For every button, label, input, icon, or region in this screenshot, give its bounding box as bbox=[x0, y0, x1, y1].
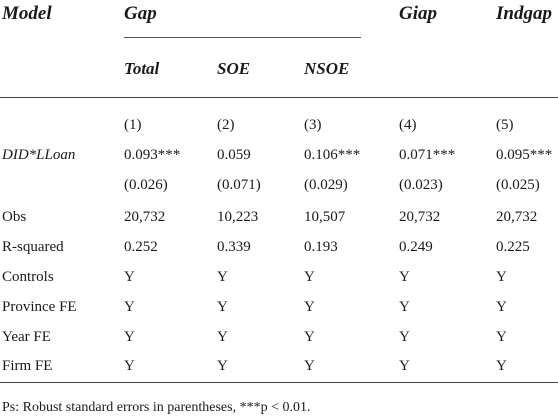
table-cell: Y bbox=[124, 329, 135, 345]
header-bottom-rule bbox=[0, 97, 558, 98]
table-cell: Y bbox=[304, 358, 315, 374]
table-cell: (0.025) bbox=[496, 177, 540, 193]
table-cell: Y bbox=[304, 299, 315, 315]
table-cell: (0.023) bbox=[399, 177, 443, 193]
table-cell: 0.249 bbox=[399, 239, 433, 255]
table-cell: 10,223 bbox=[217, 209, 259, 225]
row-label: DID*LLoan bbox=[2, 147, 76, 163]
row-label: Obs bbox=[2, 209, 27, 225]
header-giap: Giap bbox=[399, 3, 437, 24]
gap-span-rule bbox=[124, 37, 361, 38]
column-number: (3) bbox=[304, 117, 322, 133]
table-cell: 0.059 bbox=[217, 147, 251, 163]
table-cell: Y bbox=[124, 299, 135, 315]
subheader-total: Total bbox=[124, 59, 160, 78]
table-cell: Y bbox=[496, 269, 507, 285]
table-cell: 0.225 bbox=[496, 239, 530, 255]
column-number: (2) bbox=[217, 117, 235, 133]
column-number: (1) bbox=[124, 117, 142, 133]
table-cell: Y bbox=[496, 299, 507, 315]
table-cell: Y bbox=[399, 329, 410, 345]
row-label: Province FE bbox=[2, 299, 77, 315]
table-cell: Y bbox=[399, 358, 410, 374]
table-cell: (0.026) bbox=[124, 177, 168, 193]
header-gap: Gap bbox=[124, 3, 157, 24]
table-cell: 0.339 bbox=[217, 239, 251, 255]
table-cell: Y bbox=[124, 269, 135, 285]
table-cell: 0.106*** bbox=[304, 147, 361, 163]
table-cell: Y bbox=[304, 269, 315, 285]
table-cell: Y bbox=[124, 358, 135, 374]
table-cell: Y bbox=[217, 329, 228, 345]
table-cell: Y bbox=[496, 358, 507, 374]
row-label: Year FE bbox=[2, 329, 51, 345]
row-label: Controls bbox=[2, 269, 54, 285]
table-cell: (0.029) bbox=[304, 177, 348, 193]
table-cell: 20,732 bbox=[496, 209, 538, 225]
header-model: Model bbox=[2, 3, 52, 24]
table-cell: Y bbox=[217, 269, 228, 285]
table-cell: 20,732 bbox=[399, 209, 441, 225]
subheader-soe: SOE bbox=[217, 59, 251, 78]
row-label: Firm FE bbox=[2, 358, 53, 374]
table-cell: Y bbox=[399, 299, 410, 315]
table-cell: 10,507 bbox=[304, 209, 346, 225]
table-cell: Y bbox=[217, 358, 228, 374]
table-cell: Y bbox=[304, 329, 315, 345]
table-cell: 0.252 bbox=[124, 239, 158, 255]
table-footnote: Ps: Robust standard errors in parenthese… bbox=[2, 400, 311, 415]
row-label: R-squared bbox=[2, 239, 64, 255]
table-cell: 0.071*** bbox=[399, 147, 456, 163]
table-bottom-rule bbox=[0, 382, 558, 383]
table-cell: 0.095*** bbox=[496, 147, 553, 163]
table-cell: 20,732 bbox=[124, 209, 166, 225]
table-cell: Y bbox=[399, 269, 410, 285]
table-cell: (0.071) bbox=[217, 177, 261, 193]
table-cell: Y bbox=[217, 299, 228, 315]
table-cell: 0.093*** bbox=[124, 147, 181, 163]
table-cell: Y bbox=[496, 329, 507, 345]
table-cell: 0.193 bbox=[304, 239, 338, 255]
subheader-nsoe: NSOE bbox=[304, 59, 350, 78]
column-number: (4) bbox=[399, 117, 417, 133]
column-number: (5) bbox=[496, 117, 514, 133]
header-indgap: Indgap bbox=[496, 3, 552, 24]
